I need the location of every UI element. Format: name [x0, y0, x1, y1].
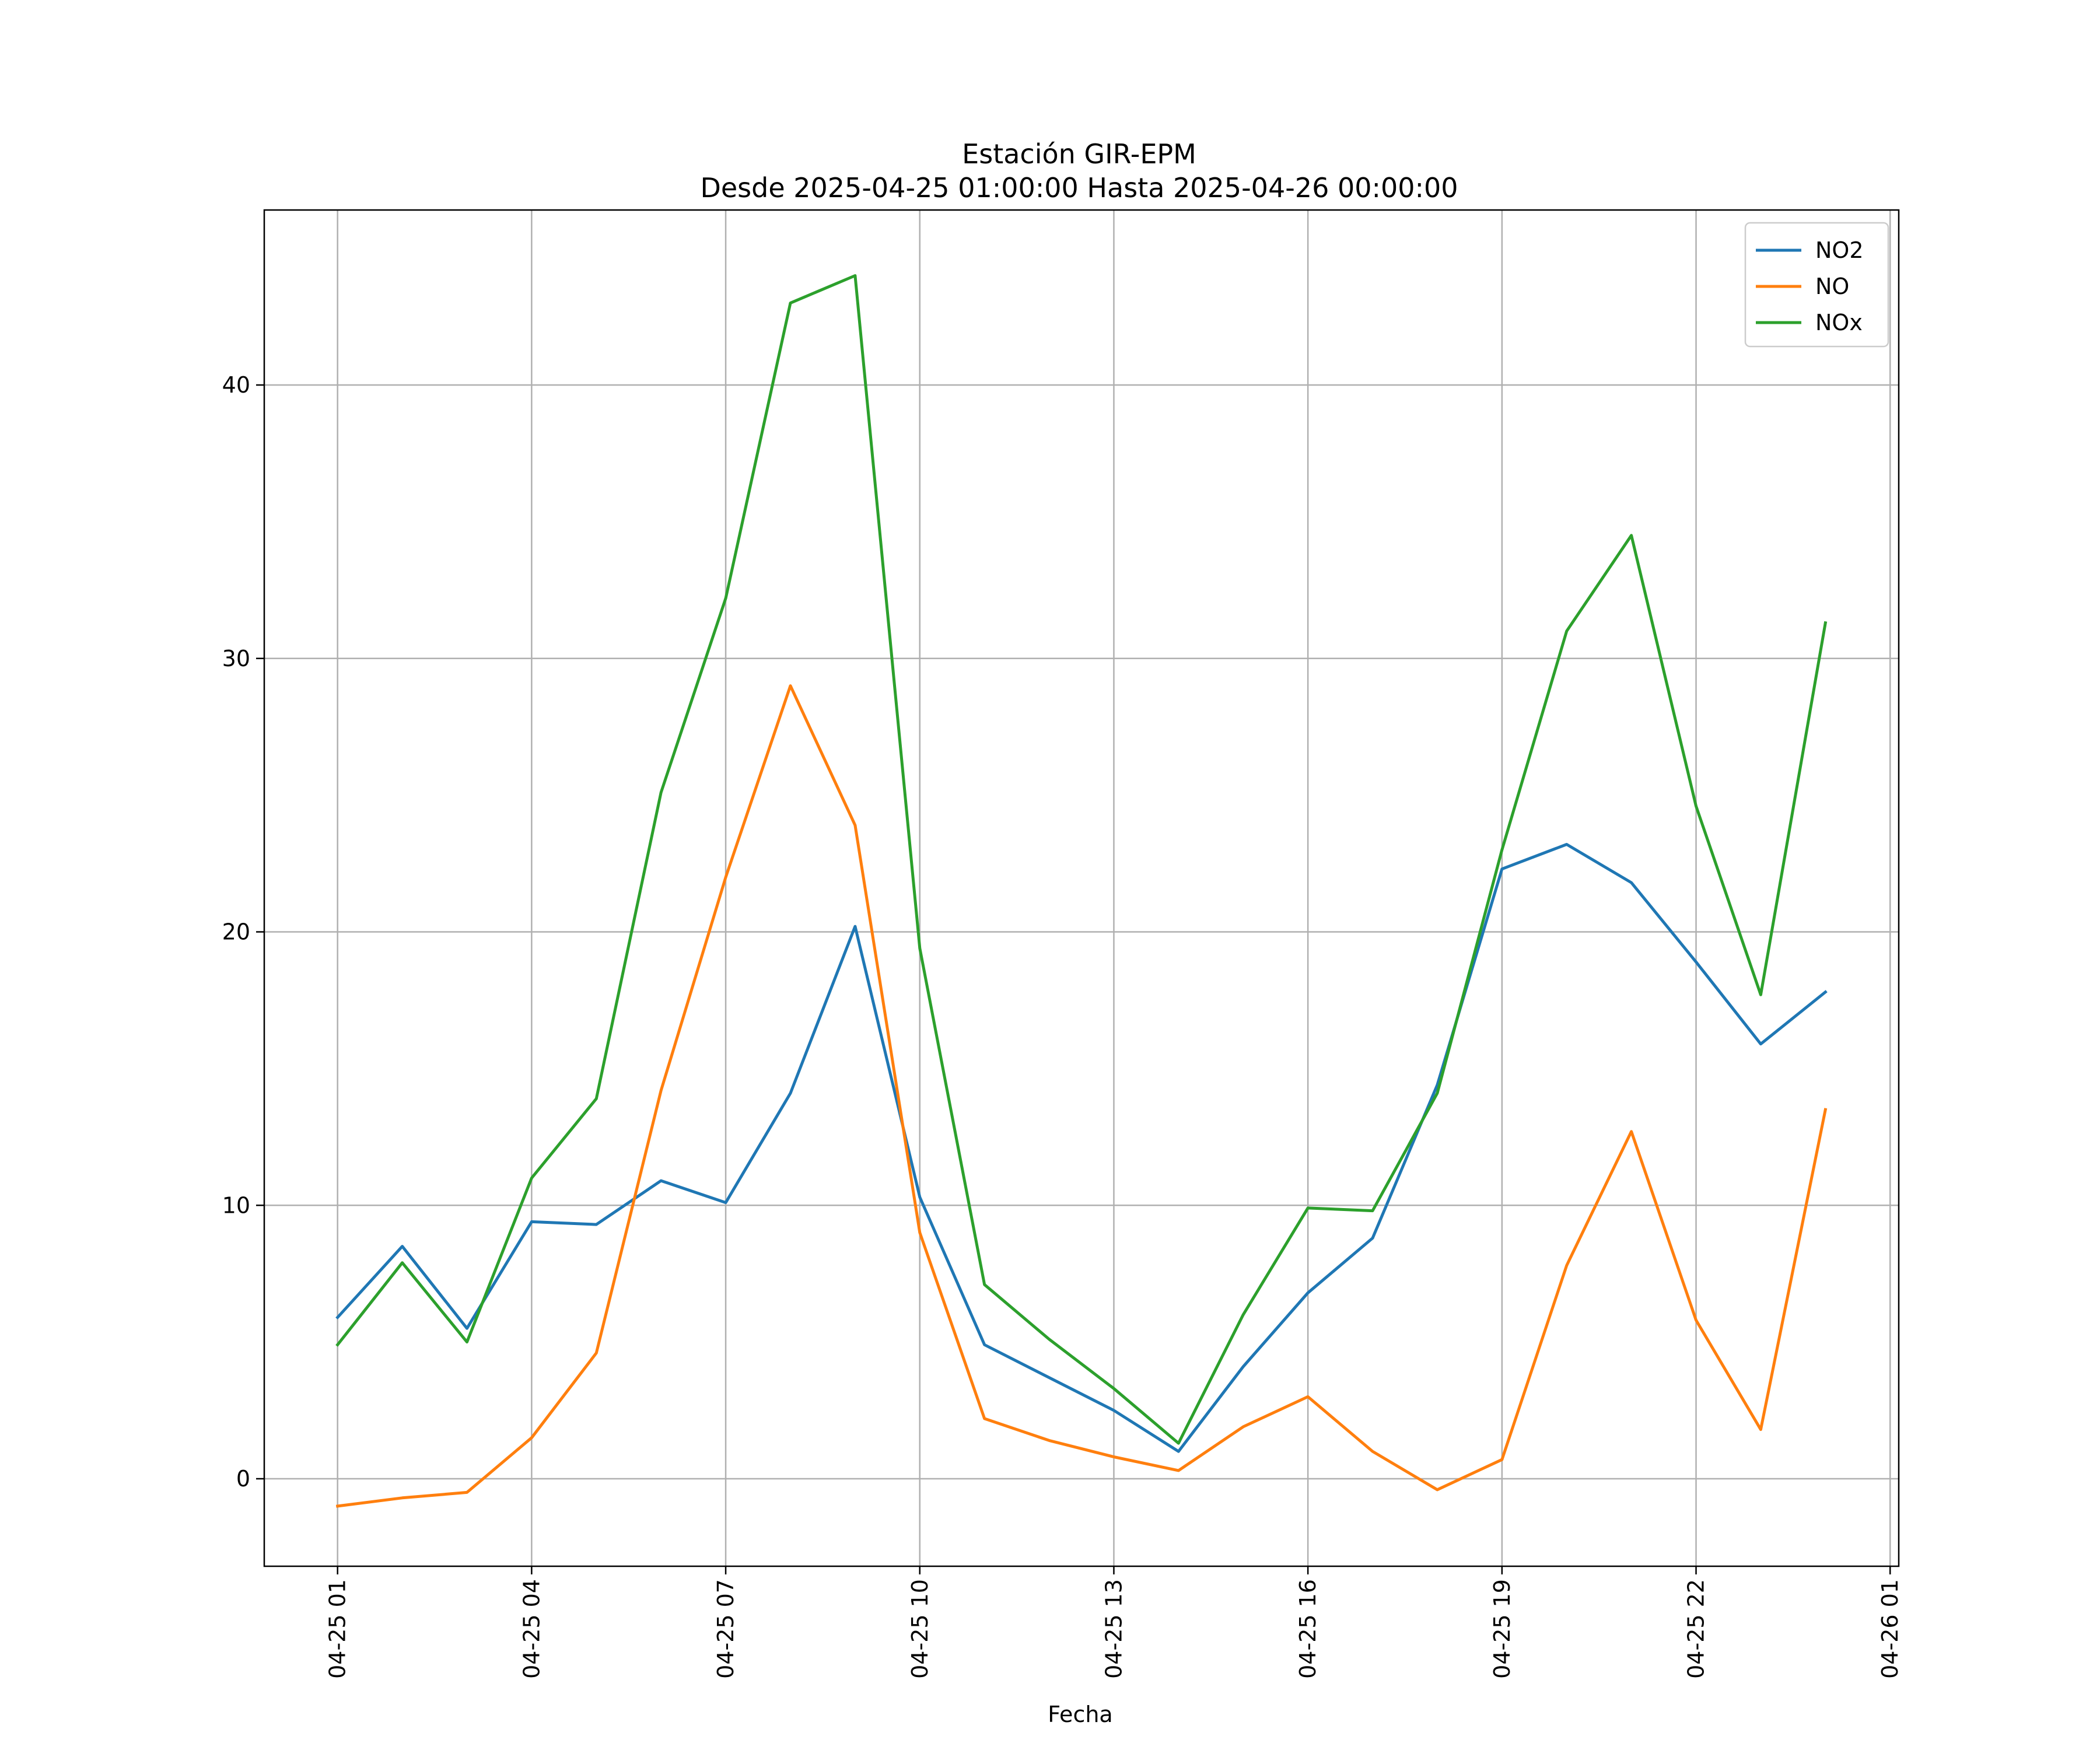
legend-box — [1744, 222, 1889, 348]
x-tick-label: 04-25 10 — [907, 1579, 933, 1679]
legend-label-no: NO — [1815, 274, 1849, 299]
x-tick-label: 04-25 07 — [713, 1579, 738, 1679]
y-tick-label: 30 — [222, 646, 250, 671]
series-lines — [335, 274, 1828, 1508]
chart-subtitle: Desde 2025-04-25 01:00:00 Hasta 2025-04-… — [700, 172, 1458, 204]
x-tick-label: 04-25 19 — [1489, 1579, 1515, 1679]
y-tick-label: 40 — [222, 372, 250, 398]
series-line-no — [335, 684, 1828, 1508]
series-line-no2 — [335, 843, 1828, 1453]
legend: NO2 NO NOx — [1744, 222, 1889, 348]
series-line-nox — [335, 274, 1828, 1445]
legend-label-no2: NO2 — [1815, 237, 1864, 263]
y-tick-label: 0 — [236, 1466, 250, 1492]
x-axis: 04-25 01 04-25 04 04-25 07 04-25 10 04-25 13… — [325, 1566, 1903, 1679]
x-tick-label: 04-25 16 — [1295, 1579, 1321, 1679]
y-axis: 0 10 20 30 40 — [222, 372, 264, 1492]
plot-frame — [263, 209, 1900, 1567]
x-tick-label: 04-25 01 — [325, 1579, 351, 1679]
legend-label-nox: NOx — [1815, 310, 1863, 335]
x-tick-label: 04-25 22 — [1684, 1579, 1709, 1679]
y-tick-label: 20 — [222, 919, 250, 945]
x-axis-label: Fecha — [1048, 1702, 1112, 1727]
x-tick-label: 04-26 01 — [1877, 1579, 1903, 1679]
grid — [264, 210, 1899, 1566]
x-tick-label: 04-25 04 — [519, 1579, 544, 1679]
x-tick-label: 04-25 13 — [1101, 1579, 1126, 1679]
chart-title: Estación GIR-EPM — [962, 138, 1196, 170]
y-tick-label: 10 — [222, 1192, 250, 1218]
